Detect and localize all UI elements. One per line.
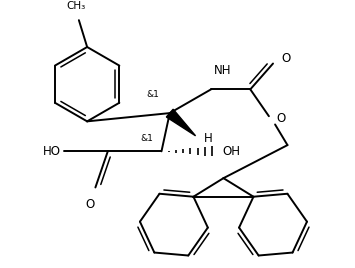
Text: O: O bbox=[86, 198, 95, 211]
Text: &1: &1 bbox=[147, 90, 159, 99]
Polygon shape bbox=[166, 109, 196, 136]
Text: CH₃: CH₃ bbox=[66, 1, 86, 11]
Text: H: H bbox=[203, 132, 212, 146]
Text: &1: &1 bbox=[140, 134, 153, 143]
Text: HO: HO bbox=[43, 145, 61, 158]
Text: NH: NH bbox=[214, 64, 232, 77]
Text: OH: OH bbox=[223, 145, 240, 158]
Text: O: O bbox=[276, 112, 285, 125]
Text: O: O bbox=[281, 52, 290, 65]
